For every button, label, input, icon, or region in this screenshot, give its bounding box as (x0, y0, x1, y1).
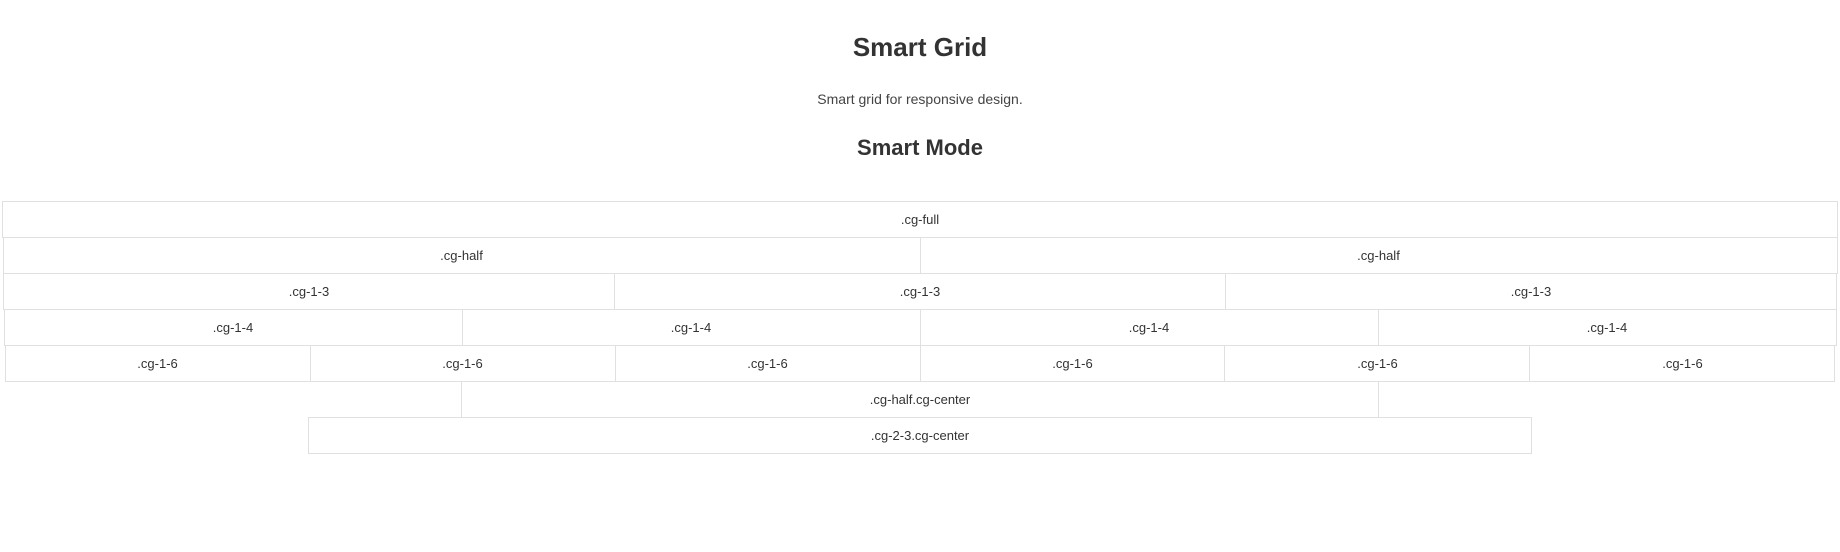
grid-cell-sixth: .cg-1-6 (5, 345, 311, 382)
grid-row: .cg-1-4 .cg-1-4 .cg-1-4 .cg-1-4 (2, 309, 1838, 345)
grid-cell-sixth: .cg-1-6 (1529, 345, 1835, 382)
grid-row: .cg-2-3.cg-center (2, 417, 1838, 453)
grid-cell-half-centered: .cg-half.cg-center (461, 381, 1379, 418)
grid-row: .cg-1-6 .cg-1-6 .cg-1-6 .cg-1-6 .cg-1-6 … (2, 345, 1838, 381)
grid-demo: .cg-full .cg-half .cg-half .cg-1-3 .cg-1… (0, 201, 1840, 453)
grid-cell-sixth: .cg-1-6 (920, 345, 1226, 382)
page-title: Smart Grid (0, 32, 1840, 63)
grid-cell-quarter: .cg-1-4 (1378, 309, 1837, 346)
section-title: Smart Mode (0, 135, 1840, 161)
grid-cell-sixth: .cg-1-6 (310, 345, 616, 382)
grid-row: .cg-half.cg-center (2, 381, 1838, 417)
grid-cell-quarter: .cg-1-4 (4, 309, 463, 346)
grid-cell-two-thirds-centered: .cg-2-3.cg-center (308, 417, 1532, 454)
grid-row: .cg-half .cg-half (2, 237, 1838, 273)
page-subtitle: Smart grid for responsive design. (0, 91, 1840, 107)
grid-cell-half: .cg-half (3, 237, 921, 274)
grid-cell-quarter: .cg-1-4 (462, 309, 921, 346)
grid-cell-half: .cg-half (920, 237, 1838, 274)
grid-cell-full: .cg-full (2, 201, 1838, 238)
grid-row: .cg-full (2, 201, 1838, 237)
grid-row: .cg-1-3 .cg-1-3 .cg-1-3 (2, 273, 1838, 309)
grid-cell-quarter: .cg-1-4 (920, 309, 1379, 346)
grid-cell-sixth: .cg-1-6 (1224, 345, 1530, 382)
grid-cell-third: .cg-1-3 (3, 273, 615, 310)
grid-cell-third: .cg-1-3 (1225, 273, 1837, 310)
grid-cell-third: .cg-1-3 (614, 273, 1226, 310)
grid-cell-sixth: .cg-1-6 (615, 345, 921, 382)
